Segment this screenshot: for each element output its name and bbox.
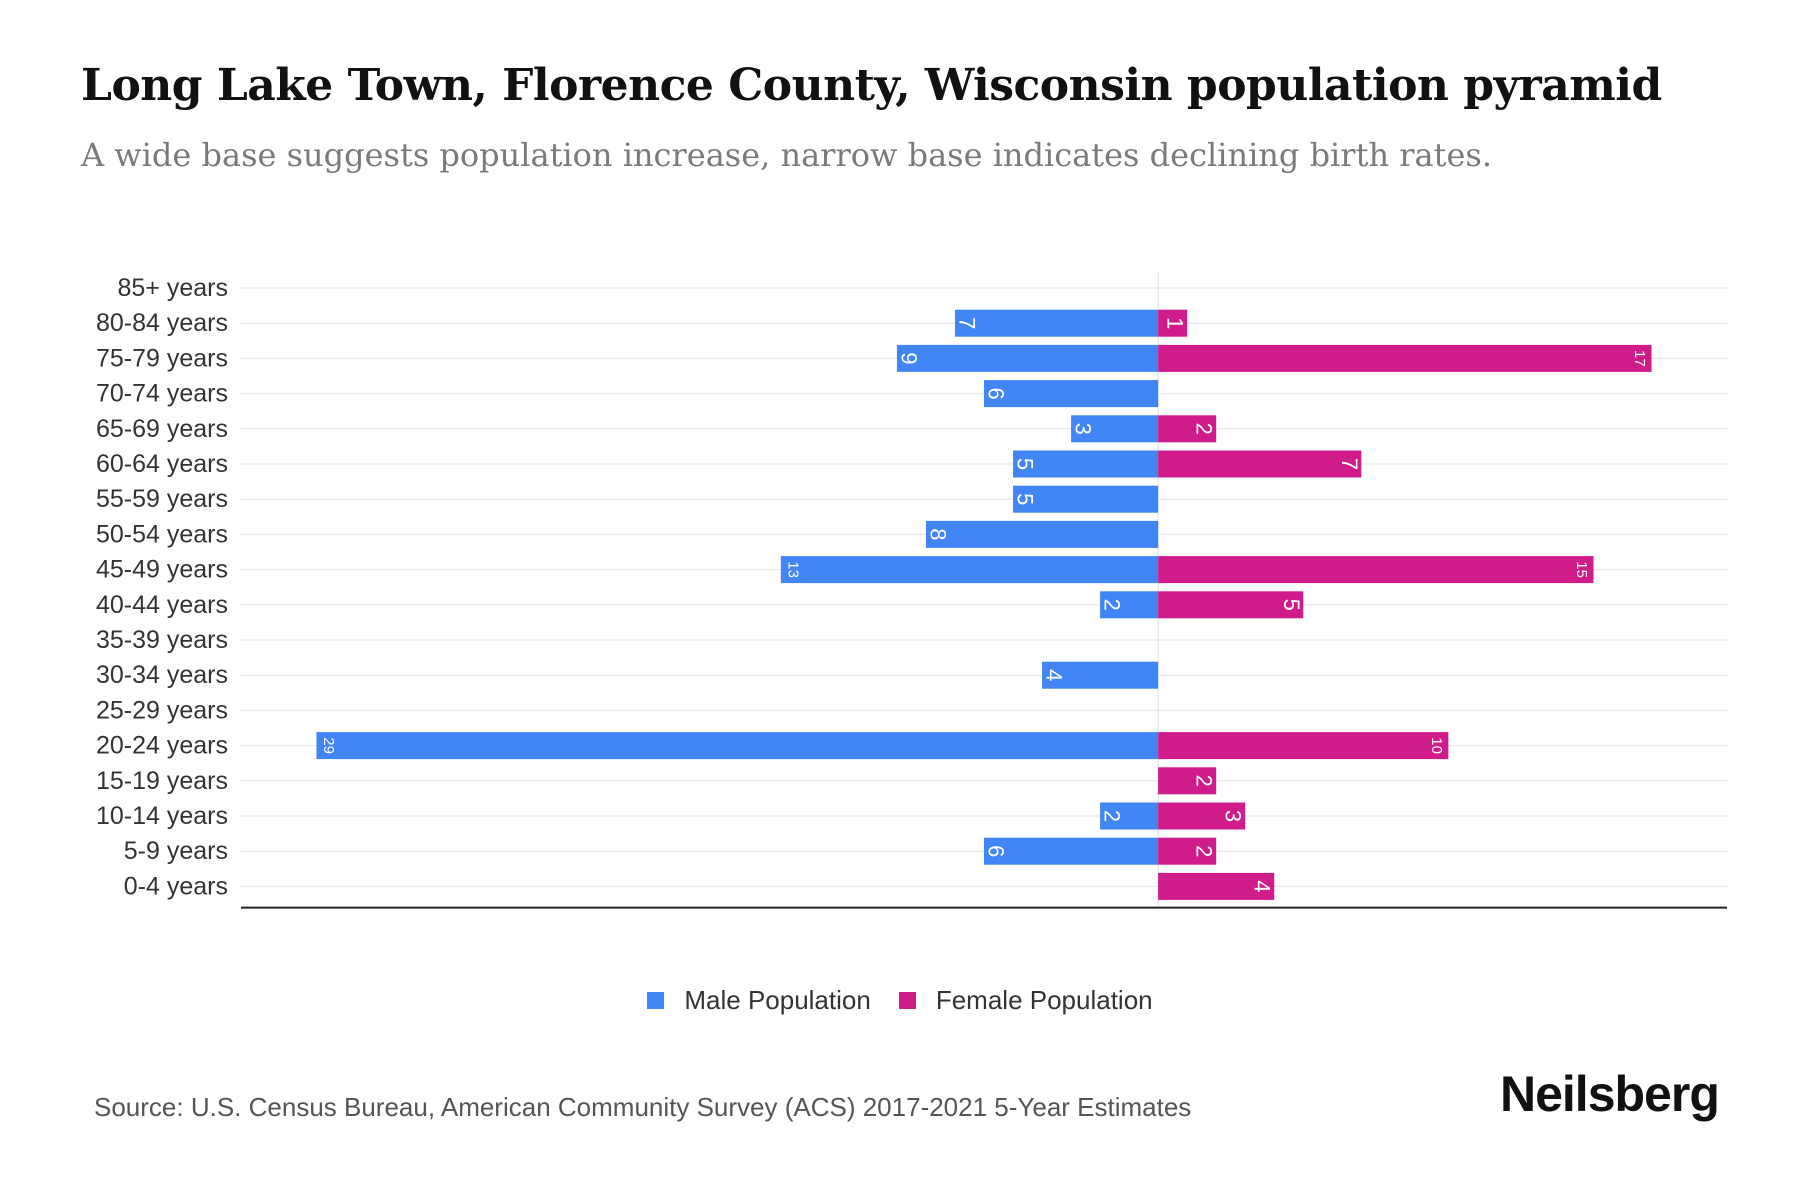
legend: Male Population Female Population (0, 985, 1800, 1016)
female-bar (1158, 732, 1449, 760)
female-value-label: 2 (1192, 775, 1217, 787)
female-value-label: 10 (1428, 737, 1445, 754)
female-value-label: 1 (1163, 317, 1188, 329)
female-bar (1158, 802, 1246, 830)
female-bar (1158, 309, 1188, 337)
category-label: 0-4 years (124, 872, 228, 900)
category-label: 25-29 years (96, 696, 228, 724)
male-value-label: 8 (925, 528, 950, 540)
source-note: Source: U.S. Census Bureau, American Com… (94, 1092, 1192, 1122)
male-bar (1100, 591, 1159, 619)
category-label: 65-69 years (96, 415, 228, 443)
male-bar (1042, 661, 1159, 689)
male-bar (316, 732, 1159, 760)
male-bar (1071, 415, 1159, 443)
legend-swatch-female (898, 992, 916, 1009)
male-value-label: 7 (954, 317, 979, 329)
female-bar (1158, 591, 1304, 619)
male-bar (954, 309, 1159, 337)
male-value-label: 5 (1013, 493, 1038, 505)
female-bar (1158, 556, 1594, 584)
male-bar (984, 837, 1159, 865)
category-label: 20-24 years (96, 732, 228, 760)
male-bar (780, 556, 1159, 584)
female-bar (1158, 344, 1652, 372)
chart-subtitle: A wide base suggests population increase… (81, 136, 1492, 174)
category-label: 50-54 years (96, 520, 228, 548)
female-value-label: 2 (1192, 423, 1217, 435)
female-value-label: 17 (1631, 350, 1648, 367)
female-value-label: 15 (1573, 561, 1590, 578)
category-label: 30-34 years (96, 661, 228, 689)
male-bar (984, 380, 1159, 408)
brand-logo: Neilsberg (1500, 1066, 1720, 1122)
female-value-label: 5 (1279, 599, 1304, 611)
category-label: 55-59 years (96, 485, 228, 513)
category-label: 45-49 years (96, 556, 228, 584)
male-value-label: 2 (1100, 599, 1125, 611)
male-bar (1013, 485, 1159, 513)
male-value-label: 9 (896, 352, 921, 364)
male-bar (1100, 802, 1159, 830)
category-label: 75-79 years (96, 344, 228, 372)
legend-label-male: Male Population (684, 985, 871, 1015)
category-label: 40-44 years (96, 591, 228, 619)
male-bar (925, 520, 1159, 548)
female-bar (1158, 872, 1275, 900)
legend-swatch-male (647, 992, 665, 1009)
legend-label-female: Female Population (935, 985, 1153, 1015)
female-bar (1158, 415, 1217, 443)
female-value-label: 3 (1221, 810, 1246, 822)
male-value-label: 5 (1013, 458, 1038, 470)
category-label: 35-39 years (96, 626, 228, 654)
category-label: 10-14 years (96, 802, 228, 830)
female-bar (1158, 837, 1217, 865)
male-value-label: 29 (320, 737, 337, 754)
female-value-label: 2 (1192, 845, 1217, 857)
chart-title: Long Lake Town, Florence County, Wiscons… (81, 60, 1662, 111)
category-label: 5-9 years (124, 837, 228, 865)
male-bar (896, 344, 1159, 372)
category-label: 60-64 years (96, 450, 228, 478)
legend-item-male[interactable]: Male Population (647, 985, 871, 1016)
category-label: 80-84 years (96, 309, 228, 337)
male-value-label: 2 (1100, 810, 1125, 822)
male-value-label: 4 (1042, 669, 1067, 681)
male-value-label: 3 (1071, 423, 1096, 435)
male-bar (1013, 450, 1159, 478)
legend-item-female[interactable]: Female Population (898, 985, 1153, 1016)
female-bar (1158, 767, 1217, 795)
female-value-label: 4 (1250, 880, 1275, 892)
male-value-label: 6 (984, 845, 1009, 857)
category-label: 70-74 years (96, 380, 228, 408)
population-pyramid-chart: 85+ years 80-84 years 75-79 years 70-74 yea… (96, 272, 1727, 909)
category-label: 85+ years (118, 274, 229, 302)
male-value-label: 13 (784, 561, 801, 578)
female-value-label: 7 (1337, 458, 1362, 470)
female-bar (1158, 450, 1362, 478)
category-label: 15-19 years (96, 767, 228, 795)
male-value-label: 6 (984, 387, 1009, 399)
